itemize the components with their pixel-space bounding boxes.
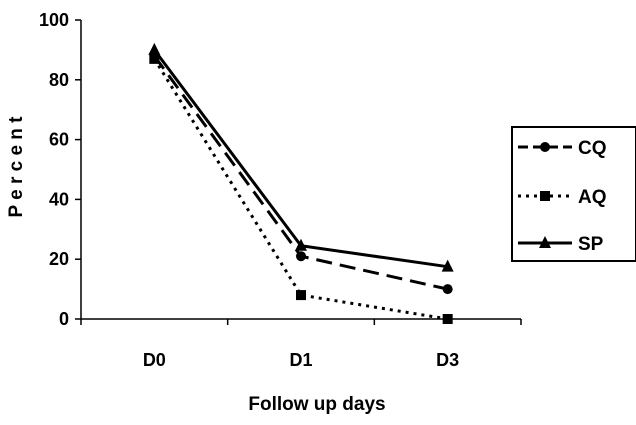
x-tick-label: D1 — [289, 350, 312, 370]
data-point-aq — [296, 290, 306, 301]
legend-label-cq: CQ — [578, 138, 607, 159]
legend-marker-sp — [539, 236, 551, 248]
series-lines — [153, 49, 448, 321]
legend: CQ AQ SP — [511, 126, 636, 262]
y-tick-label: 100 — [39, 10, 69, 30]
y-axis-ticks: 0 20 40 60 80 100 — [39, 10, 81, 329]
y-tick-label: 80 — [49, 70, 69, 90]
x-tick-label: D3 — [436, 350, 459, 370]
data-point-aq — [149, 53, 160, 64]
y-tick-label: 20 — [49, 249, 69, 269]
series-line-sp — [153, 49, 448, 269]
y-tick-label: 60 — [49, 130, 69, 150]
x-tick-label: D0 — [143, 350, 166, 370]
x-axis-title: Follow up days — [248, 394, 385, 415]
data-point-cq — [296, 251, 306, 262]
data-point-cq — [442, 284, 453, 295]
series-markers — [148, 42, 454, 324]
legend-label-aq: AQ — [578, 187, 607, 208]
legend-label-sp: SP — [578, 234, 604, 255]
y-axis-title: P e r c e n t — [6, 116, 27, 218]
series-line-aq — [153, 58, 448, 321]
data-point-sp — [441, 259, 454, 272]
legend-marker-aq — [540, 191, 550, 201]
y-tick-label: 0 — [59, 309, 69, 329]
y-tick-label: 40 — [49, 189, 69, 209]
legend-marker-cq — [540, 142, 550, 152]
data-point-sp — [148, 42, 161, 55]
legend-box — [511, 126, 636, 262]
x-axis-ticks: D0 D1 D3 — [80, 319, 522, 370]
data-point-sp — [295, 238, 307, 251]
